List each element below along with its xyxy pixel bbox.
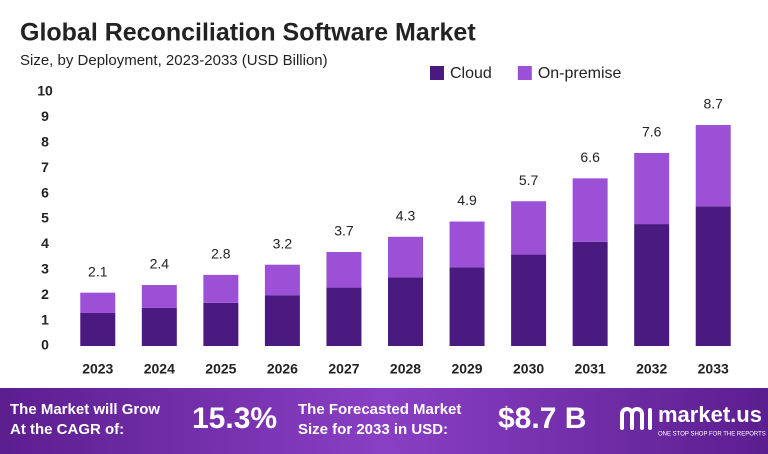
- forecast-text: The Forecasted Market: [298, 401, 461, 418]
- legend-swatch: [517, 66, 532, 80]
- y-tick-label: 10: [37, 83, 53, 99]
- y-tick-label: 3: [41, 261, 49, 277]
- bar-segment: [326, 252, 362, 288]
- bar-segment: [511, 254, 547, 346]
- bar-segment: [388, 277, 423, 346]
- x-tick-label: 2023: [82, 361, 113, 377]
- y-tick-label: 9: [41, 108, 49, 124]
- x-tick-label: 2031: [575, 361, 606, 377]
- y-tick-label: 6: [41, 184, 49, 200]
- legend-label: Cloud: [450, 65, 492, 82]
- bar-segment: [264, 295, 300, 346]
- x-tick-label: 2030: [513, 361, 544, 377]
- bar-segment: [326, 287, 362, 346]
- total-label: 7.6: [642, 124, 662, 140]
- x-tick-label: 2025: [205, 361, 236, 377]
- cagr-value: 15.3%: [192, 402, 277, 435]
- chart-subtitle: Size, by Deployment, 2023-2033 (USD Bill…: [20, 52, 328, 69]
- bar-segment: [695, 206, 731, 346]
- y-tick-label: 8: [41, 134, 49, 150]
- bar-segment: [388, 236, 423, 278]
- bar-segment: [203, 302, 239, 346]
- legend-swatch: [430, 66, 444, 80]
- y-tick-label: 4: [41, 235, 49, 251]
- cagr-text: The Market will Grow: [10, 401, 160, 418]
- brand-tagline: ONE STOP SHOP FOR THE REPORTS: [658, 432, 766, 438]
- x-tick-label: 2027: [328, 361, 359, 377]
- y-tick-label: 2: [41, 286, 49, 302]
- total-label: 2.4: [150, 256, 170, 272]
- cagr-text: At the CAGR of:: [10, 421, 124, 438]
- total-label: 5.7: [519, 172, 539, 188]
- x-tick-label: 2026: [267, 361, 298, 377]
- bar-segment: [141, 307, 177, 346]
- y-tick-label: 7: [41, 159, 49, 175]
- bar-segment: [80, 312, 116, 346]
- total-label: 4.3: [396, 207, 416, 223]
- bar-segment: [141, 285, 177, 308]
- total-label: 3.7: [334, 223, 354, 239]
- x-tick-label: 2033: [698, 361, 729, 377]
- bar-segment: [511, 201, 547, 255]
- total-label: 3.2: [273, 235, 293, 251]
- forecast-text: Size for 2033 in USD:: [298, 421, 448, 438]
- legend-label: On-premise: [538, 65, 622, 82]
- y-tick-label: 0: [41, 337, 49, 353]
- total-label: 8.7: [703, 96, 723, 112]
- brand-name: market.us: [658, 402, 762, 427]
- total-label: 2.1: [88, 263, 108, 279]
- x-tick-label: 2028: [390, 361, 421, 377]
- total-label: 6.6: [580, 149, 600, 165]
- total-label: 2.8: [211, 246, 231, 262]
- forecast-value: $8.7 B: [498, 402, 586, 435]
- bar-segment: [264, 264, 300, 296]
- y-tick-label: 1: [41, 311, 49, 327]
- brand-logo: [620, 407, 652, 430]
- bar-segment: [634, 224, 670, 346]
- bar-segment: [572, 241, 608, 346]
- x-tick-label: 2029: [451, 361, 482, 377]
- bar-segment: [203, 274, 239, 303]
- total-label: 4.9: [457, 192, 477, 208]
- bar-segment: [80, 292, 116, 313]
- bar-segment: [572, 178, 608, 242]
- bar-segment: [449, 221, 485, 268]
- x-tick-label: 2032: [636, 361, 667, 377]
- chart-title: Global Reconciliation Software Market: [20, 19, 476, 47]
- y-tick-label: 5: [41, 210, 49, 226]
- bar-segment: [449, 267, 485, 346]
- x-tick-label: 2024: [144, 361, 175, 377]
- bar-segment: [634, 152, 670, 225]
- bar-segment: [695, 125, 731, 207]
